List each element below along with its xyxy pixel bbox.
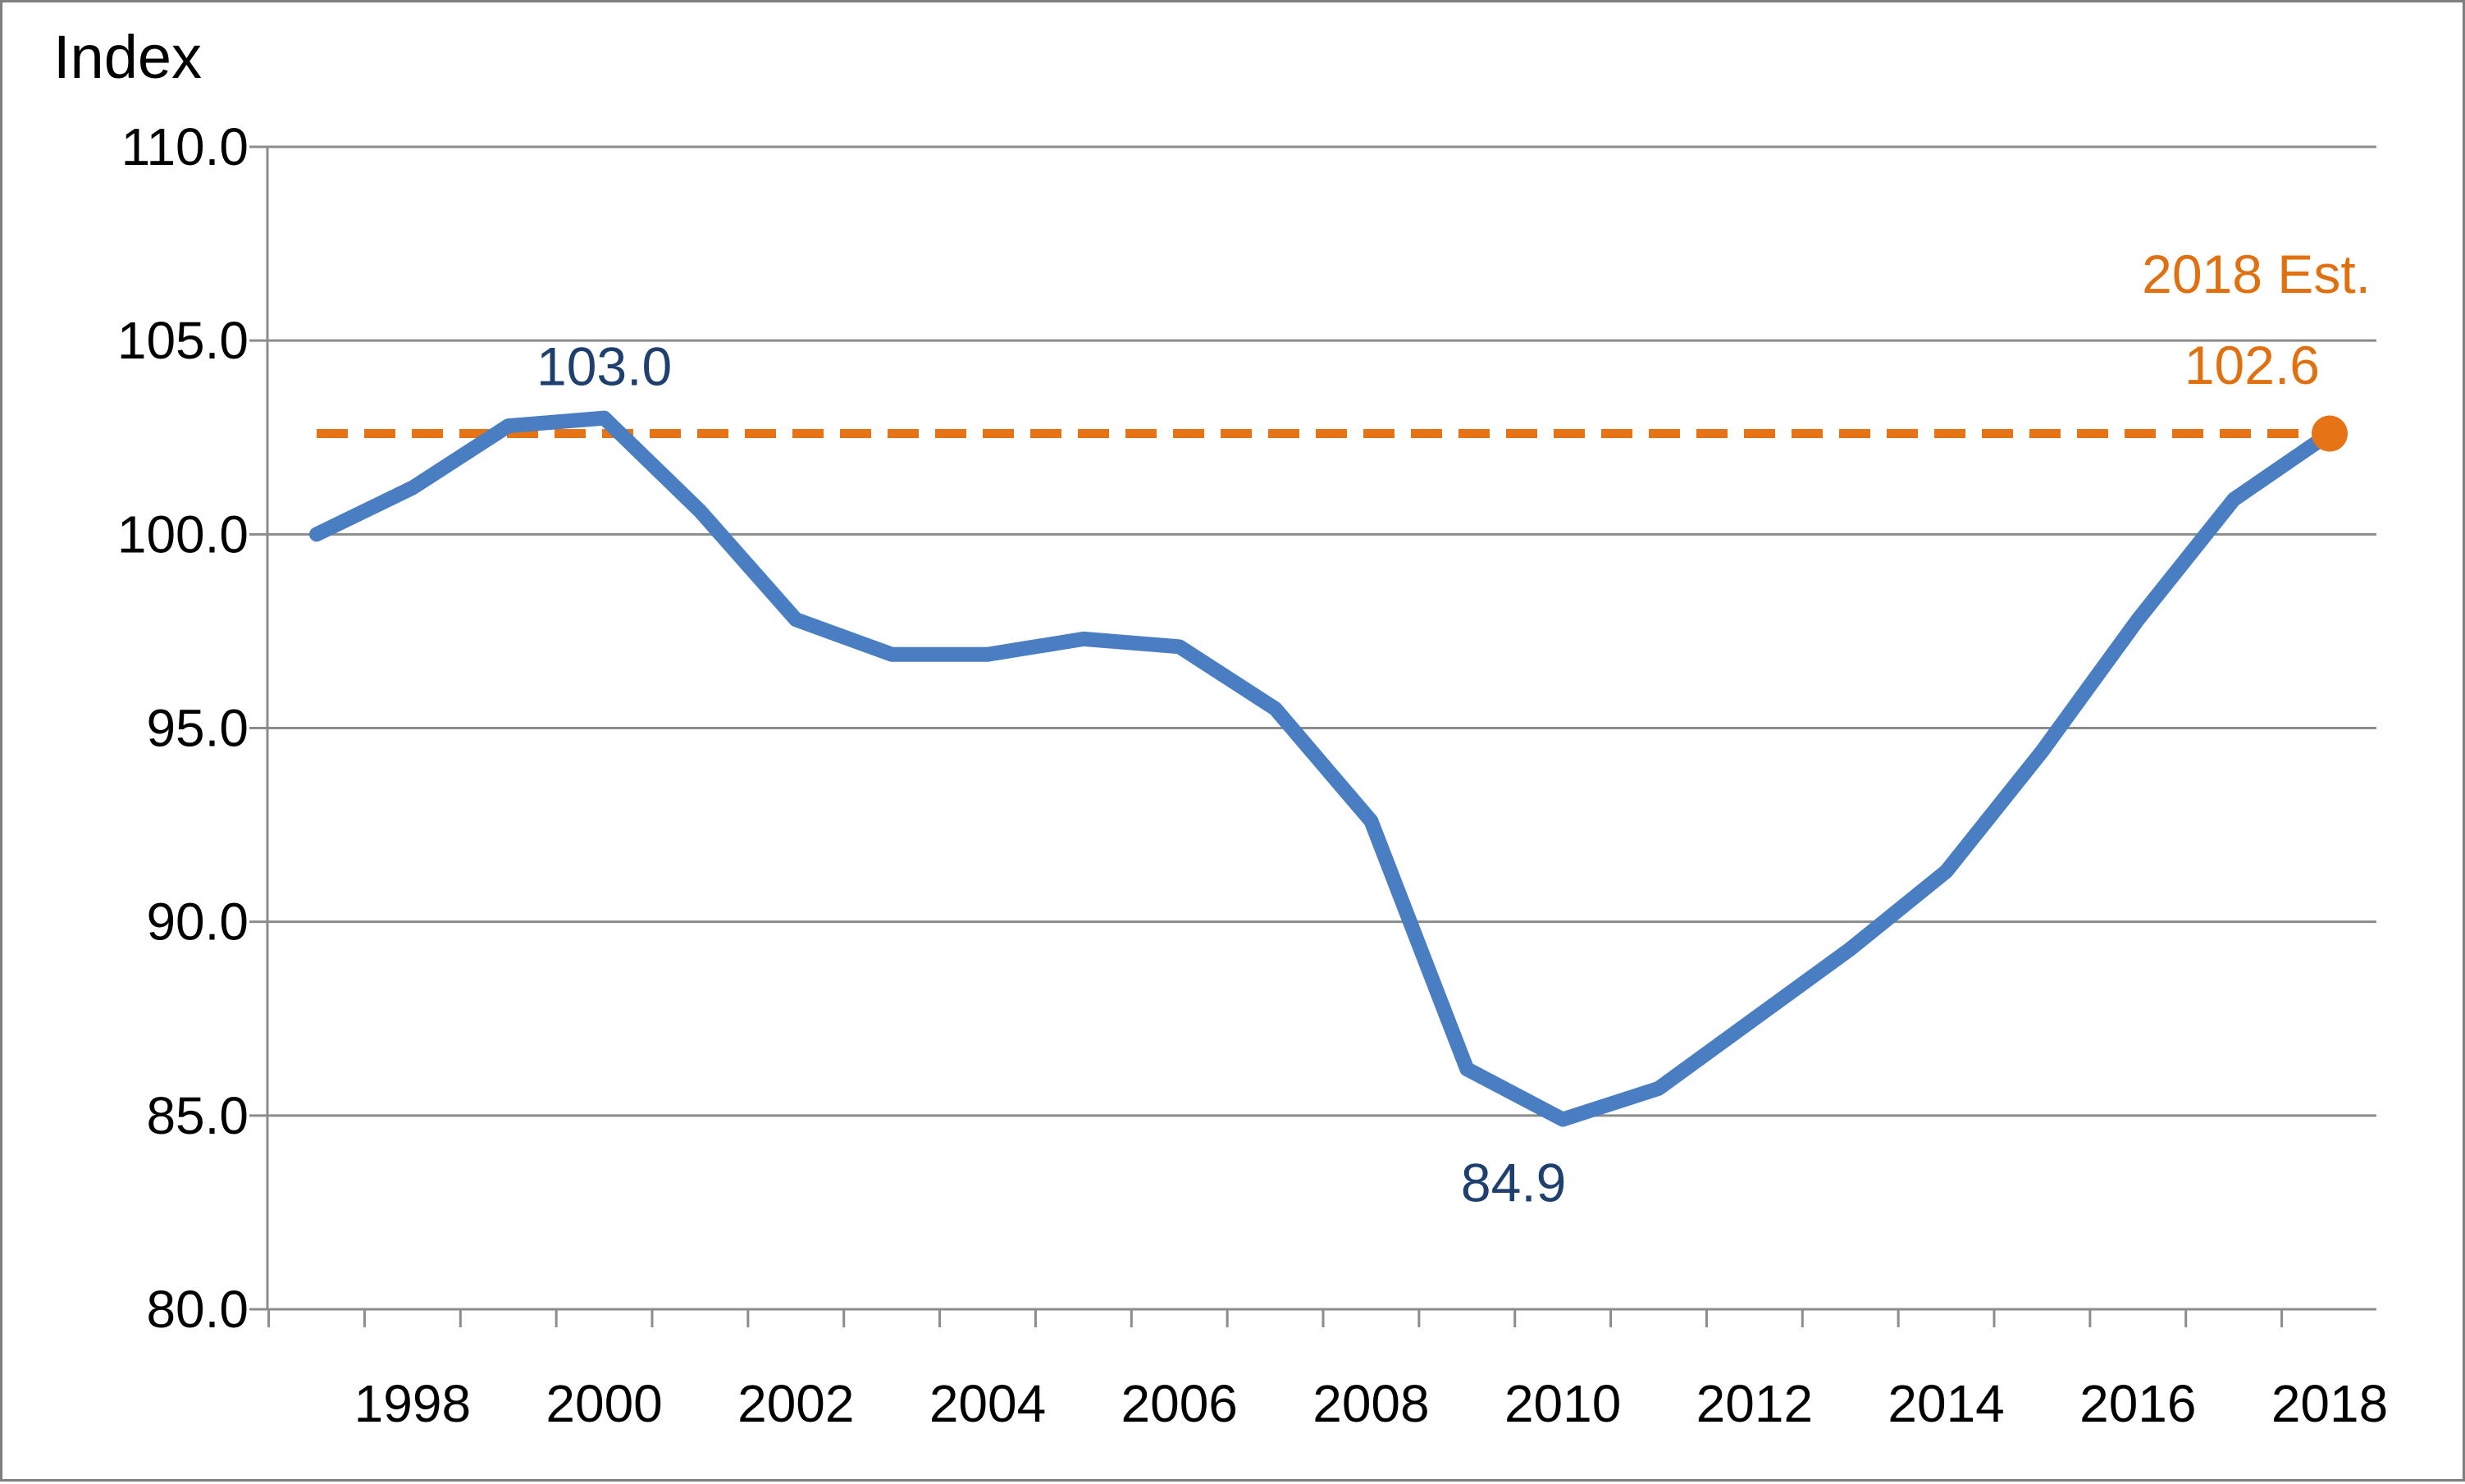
data-point bbox=[508, 425, 509, 427]
data-point bbox=[891, 654, 892, 655]
y-axis-title: Index bbox=[53, 23, 202, 91]
peak-data-label: 103.0 bbox=[536, 336, 672, 397]
x-tick-label: 2016 bbox=[2079, 1374, 2196, 1433]
y-tick-label: 110.0 bbox=[121, 117, 249, 176]
trough-data-label: 84.9 bbox=[1461, 1153, 1566, 1213]
data-point bbox=[1083, 638, 1084, 640]
x-tick-label: 2018 bbox=[2271, 1374, 2388, 1433]
data-point bbox=[1562, 1119, 1563, 1121]
axes bbox=[249, 145, 2376, 1327]
data-point bbox=[316, 533, 317, 535]
data-point bbox=[1658, 1088, 1659, 1089]
data-point bbox=[1754, 1018, 1755, 1020]
data-point bbox=[604, 418, 605, 419]
data-point bbox=[2041, 751, 2043, 752]
x-tick-label: 2006 bbox=[1121, 1374, 1238, 1433]
gridlines bbox=[267, 145, 2376, 1117]
estimate-point-marker bbox=[2312, 415, 2348, 452]
estimate-title-label: 2018 Est. bbox=[2142, 244, 2371, 304]
y-tick-label: 105.0 bbox=[117, 311, 249, 370]
data-point bbox=[987, 654, 988, 655]
y-tick-label: 85.0 bbox=[146, 1086, 249, 1145]
x-tick-label: 1998 bbox=[354, 1374, 471, 1433]
x-tick-label: 2008 bbox=[1312, 1374, 1429, 1433]
data-point bbox=[699, 510, 701, 512]
y-tick-label: 90.0 bbox=[146, 893, 249, 952]
x-tick-label: 2012 bbox=[1696, 1374, 1813, 1433]
x-tick-label: 2000 bbox=[545, 1374, 662, 1433]
series bbox=[309, 410, 2348, 1127]
data-point bbox=[1275, 708, 1276, 710]
data-point bbox=[2137, 619, 2139, 620]
x-tick-label: 2004 bbox=[929, 1374, 1046, 1433]
data-point bbox=[795, 619, 797, 620]
x-tick-label: 2002 bbox=[737, 1374, 854, 1433]
data-point bbox=[1850, 948, 1851, 950]
data-point bbox=[412, 487, 413, 489]
data-point bbox=[2233, 499, 2234, 500]
data-point bbox=[1179, 646, 1180, 647]
y-tick-label: 80.0 bbox=[146, 1280, 249, 1339]
index-series-line bbox=[309, 410, 2337, 1127]
x-tick-label: 2010 bbox=[1504, 1374, 1621, 1433]
data-point bbox=[1466, 1068, 1468, 1070]
data-point bbox=[1370, 820, 1372, 822]
data-point bbox=[1946, 870, 1947, 872]
y-tick-label: 95.0 bbox=[146, 699, 249, 758]
labels: 80.0 85.0 90.0 95.0 100.0 105.0 110.0 1998 2000 2… bbox=[53, 23, 2388, 1433]
y-tick-label: 100.0 bbox=[117, 505, 249, 564]
x-tick-label: 2014 bbox=[1888, 1374, 2004, 1433]
estimate-value-label: 102.6 bbox=[2184, 335, 2320, 395]
